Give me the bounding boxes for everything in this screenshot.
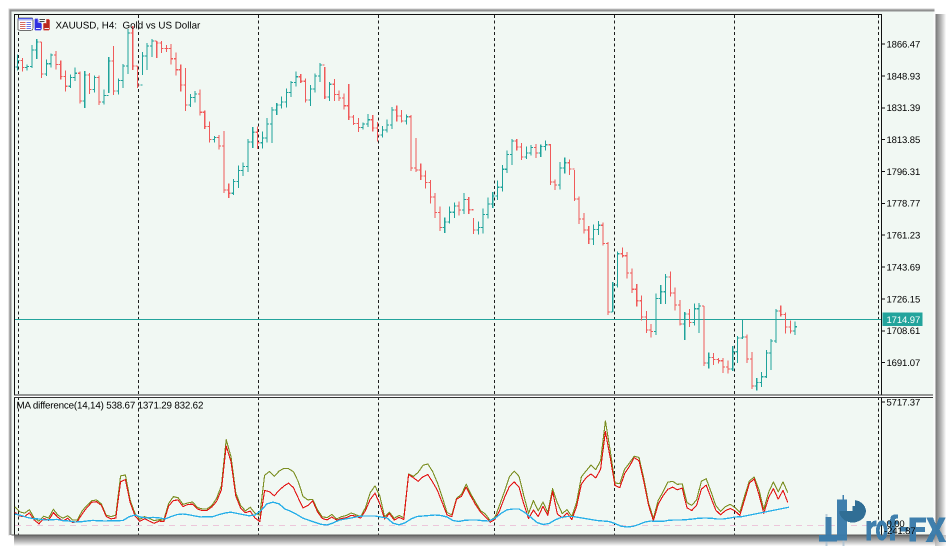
- svg-text:1761.23: 1761.23: [887, 231, 921, 242]
- svg-text:1796.31: 1796.31: [887, 167, 921, 178]
- svg-text:1831.39: 1831.39: [887, 103, 921, 114]
- svg-text:MA difference(14,14) 538.67 13: MA difference(14,14) 538.67 1371.29 832.…: [17, 401, 204, 412]
- svg-text:5717.37: 5717.37: [887, 397, 921, 408]
- svg-text:XAUUSD, H4: Gold vs US Dollar: XAUUSD, H4: Gold vs US Dollar: [56, 21, 202, 32]
- svg-text:1726.15: 1726.15: [887, 294, 921, 305]
- svg-text:1708.61: 1708.61: [887, 326, 921, 337]
- svg-text:1778.77: 1778.77: [887, 199, 921, 210]
- svg-text:1866.47: 1866.47: [887, 39, 921, 50]
- svg-text:1743.69: 1743.69: [887, 262, 921, 273]
- svg-text:1848.93: 1848.93: [887, 71, 921, 82]
- svg-text:0.00: 0.00: [887, 519, 905, 530]
- svg-text:-241.87: -241.87: [884, 526, 916, 537]
- svg-text:1714.97: 1714.97: [887, 315, 921, 326]
- svg-text:1691.07: 1691.07: [887, 358, 921, 369]
- svg-text:1813.85: 1813.85: [887, 135, 921, 146]
